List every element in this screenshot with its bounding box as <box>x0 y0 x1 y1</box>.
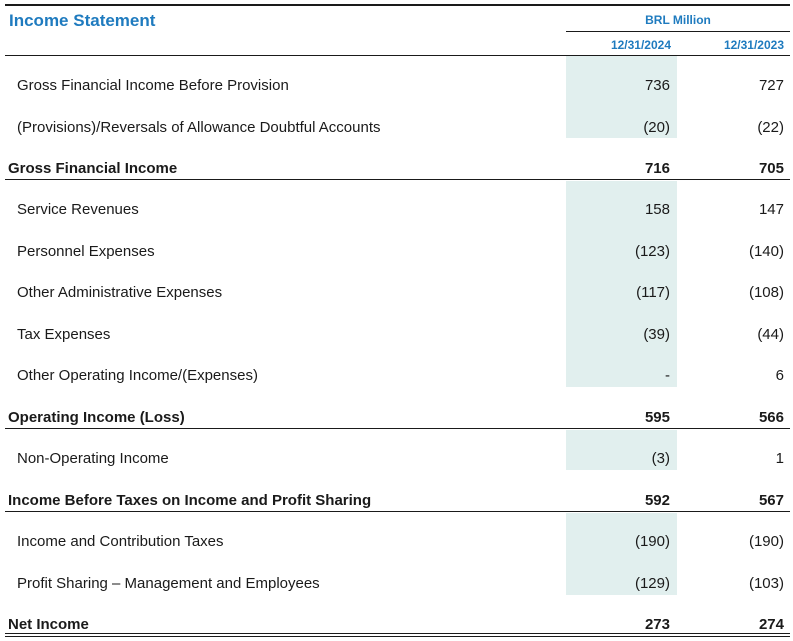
row-label: (Provisions)/Reversals of Allowance Doub… <box>17 119 381 136</box>
total-row: Net Income 273 274 <box>5 614 790 636</box>
value-2023: (190) <box>748 533 784 550</box>
value-2023: (22) <box>757 119 784 136</box>
value-2023: 727 <box>758 77 784 94</box>
total-row: Operating Income (Loss) 595 566 <box>5 407 790 429</box>
top-rule <box>5 4 790 6</box>
value-2023: 705 <box>758 160 784 177</box>
row-rule <box>5 511 790 512</box>
total-row: Gross Financial Income 716 705 <box>5 158 790 180</box>
currency-label: BRL Million <box>645 13 711 27</box>
value-2023: 567 <box>758 492 784 509</box>
total-row: Income Before Taxes on Income and Profit… <box>5 490 790 512</box>
row-label: Personnel Expenses <box>17 243 155 260</box>
column-header-2024: 12/31/2024 <box>610 38 671 52</box>
table-row: Profit Sharing – Management and Employee… <box>5 573 790 595</box>
table-row: Personnel Expenses (123) (140) <box>5 241 790 263</box>
row-rule <box>5 179 790 180</box>
value-2024: 592 <box>644 492 670 509</box>
row-rule <box>5 428 790 429</box>
bottom-double-rule <box>5 633 790 637</box>
value-2024: (190) <box>634 533 670 550</box>
highlight-band <box>566 430 677 470</box>
value-2024: (123) <box>634 243 670 260</box>
value-2023: (108) <box>748 284 784 301</box>
row-label: Operating Income (Loss) <box>8 409 185 426</box>
value-2024: (20) <box>643 119 670 136</box>
table-row: Other Administrative Expenses (117) (108) <box>5 282 790 304</box>
table-row: Tax Expenses (39) (44) <box>5 324 790 346</box>
row-label: Other Administrative Expenses <box>17 284 223 301</box>
row-label: Income and Contribution Taxes <box>17 533 224 550</box>
row-label: Tax Expenses <box>17 326 111 343</box>
row-label: Gross Financial Income Before Provision <box>17 77 289 94</box>
row-label: Service Revenues <box>17 201 139 218</box>
value-2024: (117) <box>636 284 670 301</box>
value-2024: 595 <box>644 409 670 426</box>
row-label: Income Before Taxes on Income and Profit… <box>8 492 372 509</box>
row-label: Gross Financial Income <box>8 160 178 177</box>
value-2024: - <box>665 367 670 384</box>
value-2024: 273 <box>644 616 670 633</box>
highlight-band <box>566 181 677 387</box>
table-row: Other Operating Income/(Expenses) - 6 <box>5 365 790 387</box>
header-rule <box>5 55 790 56</box>
value-2023: 1 <box>775 450 784 467</box>
currency-rule <box>566 31 790 32</box>
value-2023: (44) <box>757 326 784 343</box>
value-2023: 6 <box>775 367 784 384</box>
table-row: Gross Financial Income Before Provision 7… <box>5 75 790 97</box>
value-2024: (39) <box>643 326 670 343</box>
row-label: Other Operating Income/(Expenses) <box>17 367 258 384</box>
row-label: Profit Sharing – Management and Employee… <box>17 575 320 592</box>
table-row: Income and Contribution Taxes (190) (190) <box>5 531 790 553</box>
statement-title: Income Statement <box>9 11 156 30</box>
highlight-band <box>566 56 677 138</box>
value-2023: (140) <box>748 243 784 260</box>
highlight-band <box>566 513 677 595</box>
value-2024: (3) <box>651 450 670 467</box>
value-2023: 147 <box>758 201 784 218</box>
value-2024: 158 <box>644 201 670 218</box>
table-row: Service Revenues 158 147 <box>5 199 790 221</box>
table-row: Non-Operating Income (3) 1 <box>5 448 790 470</box>
column-header-2023: 12/31/2023 <box>723 38 784 52</box>
value-2024: 736 <box>644 77 670 94</box>
value-2023: 274 <box>758 616 784 633</box>
table-row: (Provisions)/Reversals of Allowance Doub… <box>5 117 790 139</box>
value-2023: 566 <box>758 409 784 426</box>
row-label: Net Income <box>8 616 89 633</box>
value-2024: 716 <box>644 160 670 177</box>
row-label: Non-Operating Income <box>17 450 169 467</box>
value-2024: (129) <box>634 575 670 592</box>
value-2023: (103) <box>748 575 784 592</box>
